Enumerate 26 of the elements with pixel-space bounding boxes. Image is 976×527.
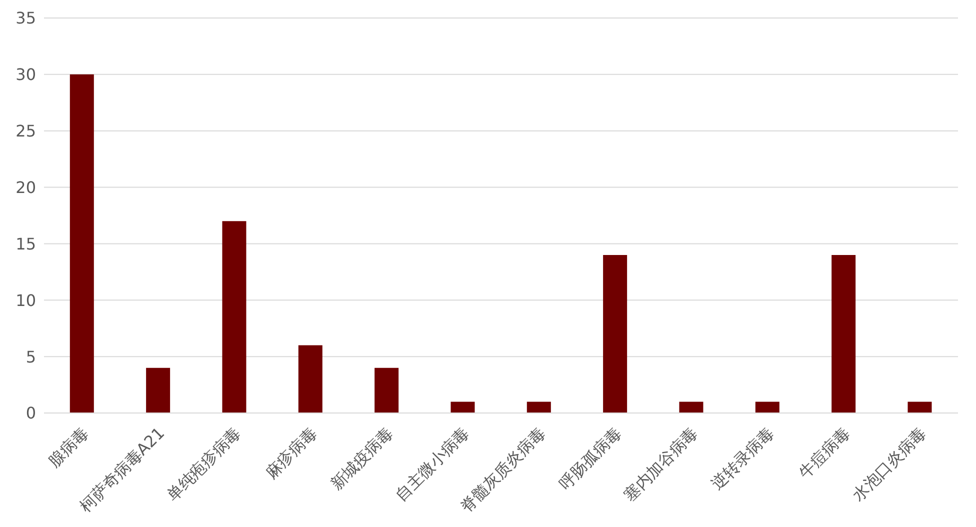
y-tick-label: 25 (16, 122, 36, 141)
bar (450, 402, 475, 413)
x-tick-label: 单纯疱疹病毒 (163, 423, 244, 505)
bar (526, 402, 551, 413)
bar (298, 345, 322, 413)
x-tick-label: 腺病毒 (44, 423, 92, 471)
y-tick-label: 10 (16, 290, 36, 310)
x-tick-label: 麻疹病毒 (262, 423, 320, 482)
x-tick-label: 逆转录病毒 (707, 423, 778, 494)
y-tick-label: 15 (16, 234, 36, 254)
y-tick-label: 35 (16, 8, 36, 28)
bar (146, 368, 170, 413)
y-tick-label: 5 (26, 347, 36, 366)
bar (832, 255, 856, 413)
x-tick-label: 塞内加谷病毒 (620, 423, 702, 505)
bar (222, 221, 246, 413)
y-tick-label: 0 (26, 404, 36, 423)
bar (374, 368, 399, 413)
bar (679, 402, 704, 413)
bar (603, 255, 628, 413)
x-tick-label: 新城疫病毒 (326, 423, 397, 494)
bar (70, 74, 94, 413)
bar (755, 402, 780, 413)
y-tick-label: 20 (16, 178, 36, 197)
bar (908, 402, 932, 413)
y-tick-label: 30 (16, 65, 36, 84)
